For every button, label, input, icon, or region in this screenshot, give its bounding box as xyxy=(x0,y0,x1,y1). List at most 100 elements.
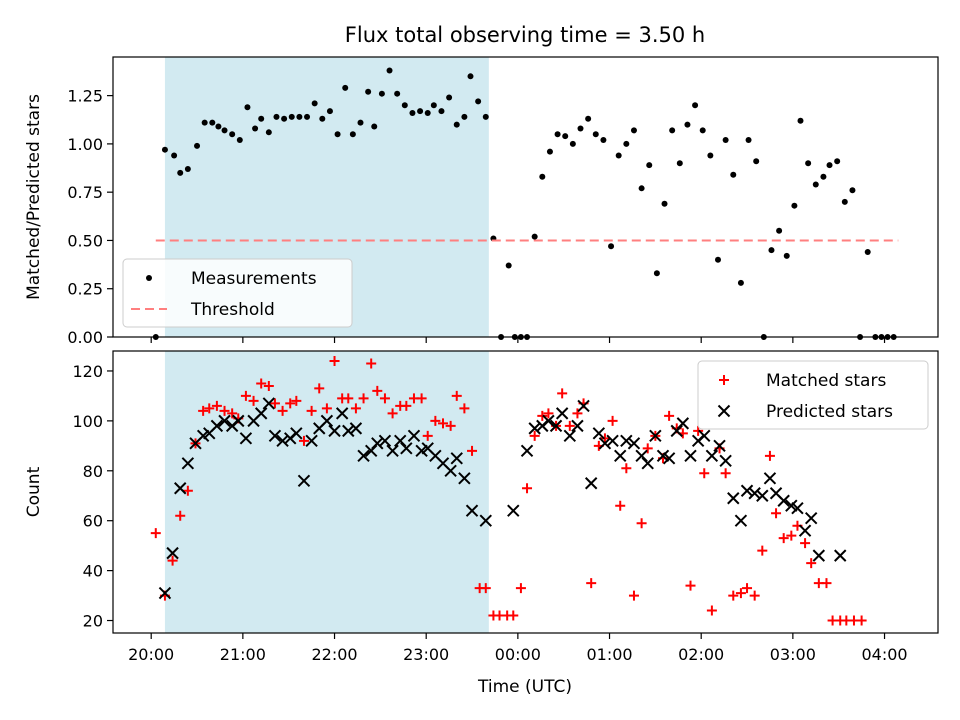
predicted-star-point xyxy=(641,457,654,470)
measurement-point xyxy=(753,158,760,165)
predicted-star-point xyxy=(542,414,555,428)
measurement-point xyxy=(430,102,437,109)
predicted-star-point xyxy=(386,444,399,458)
measurement-point xyxy=(288,113,295,120)
matched-star-point xyxy=(314,383,325,394)
matched-star-point xyxy=(182,485,193,496)
matched-star-point xyxy=(806,558,817,569)
matched-star-point xyxy=(786,530,797,541)
matched-star-point xyxy=(350,403,361,414)
matched-star-point xyxy=(204,403,215,414)
measurement-point xyxy=(482,113,489,120)
measurement-point xyxy=(424,110,431,116)
measurement-point xyxy=(600,137,607,144)
matched-star-point xyxy=(256,378,267,389)
predicted-star-point xyxy=(232,414,245,428)
matched-star-point xyxy=(167,555,178,566)
measurement-point xyxy=(834,158,841,165)
matched-star-point xyxy=(586,578,597,589)
measurement-point xyxy=(409,110,416,116)
measurement-point xyxy=(505,262,512,269)
measurement-point xyxy=(386,67,393,74)
matched-star-point xyxy=(430,415,441,426)
measurement-point xyxy=(215,123,222,130)
measurement-point xyxy=(194,142,201,149)
bottom-x-tick-label: 03:00 xyxy=(770,645,816,664)
predicted-star-point xyxy=(349,422,363,435)
measurement-point xyxy=(562,133,569,140)
measurement-point xyxy=(684,121,691,128)
legend-predicted-swatch xyxy=(717,404,731,418)
measurement-point xyxy=(797,117,804,124)
measurement-point xyxy=(638,185,645,192)
predicted-star-point xyxy=(727,492,740,505)
matched-star-point xyxy=(664,410,675,421)
bottom-axes-frame xyxy=(112,350,939,634)
matched-star-point xyxy=(800,538,811,549)
bottom-x-tick-label: 01:00 xyxy=(586,645,632,664)
matched-star-point xyxy=(742,583,753,594)
predicted-star-point xyxy=(378,434,392,448)
bottom-x-tick-label: 02:00 xyxy=(678,645,724,664)
legend-measurements-swatch xyxy=(146,275,152,281)
matched-star-point xyxy=(764,450,775,461)
predicted-star-point xyxy=(465,504,479,517)
measurement-point xyxy=(646,162,653,169)
measurement-point xyxy=(676,160,683,167)
matched-star-point xyxy=(557,388,568,399)
measurement-point xyxy=(745,137,752,144)
predicted-star-point xyxy=(763,472,777,485)
measurement-point xyxy=(692,102,699,109)
matched-star-point xyxy=(856,615,867,626)
measurement-point xyxy=(849,187,856,194)
top-y-tick-label: 0.75 xyxy=(67,183,103,202)
matched-star-point xyxy=(219,405,230,416)
measurement-point xyxy=(608,243,615,250)
measurement-point xyxy=(371,123,378,130)
bottom-x-tick-label: 20:00 xyxy=(128,645,174,664)
measurement-point xyxy=(737,279,744,286)
predicted-star-point xyxy=(834,549,847,562)
predicted-star-point xyxy=(719,454,732,468)
measurement-point xyxy=(461,113,468,120)
bottom-x-tick-label: 21:00 xyxy=(220,645,266,664)
measurement-point xyxy=(776,227,783,234)
measurement-point xyxy=(841,198,848,205)
matched-star-point xyxy=(621,463,632,474)
top-legend-box xyxy=(122,258,353,328)
measurement-point xyxy=(281,115,288,122)
measurement-point xyxy=(438,108,445,115)
measurement-point xyxy=(258,115,265,122)
predicted-star-point xyxy=(450,452,463,465)
predicted-star-point xyxy=(297,474,311,487)
matched-star-point xyxy=(291,395,302,406)
measurement-point xyxy=(446,94,453,101)
matched-star-point xyxy=(451,390,462,401)
matched-star-point xyxy=(387,408,398,419)
predicted-star-point xyxy=(174,482,187,495)
predicted-star-point xyxy=(239,432,253,445)
predicted-star-point xyxy=(400,442,413,455)
top-panel: 0.00 0.25 0.50 0.75 1.00 1.25 Measurements Thre… xyxy=(67,56,939,347)
measurement-point xyxy=(209,119,216,126)
predicted-star-point xyxy=(507,504,520,517)
predicted-star-point xyxy=(756,489,769,502)
measurement-point xyxy=(569,140,576,147)
measurement-point xyxy=(812,181,819,188)
predicted-star-point xyxy=(684,449,697,463)
predicted-star-point xyxy=(598,437,612,450)
measurement-point xyxy=(357,119,364,126)
top-y-tick-label: 0.00 xyxy=(67,328,103,347)
matched-star-point xyxy=(306,405,317,416)
matched-star-point xyxy=(522,483,533,494)
measurement-point xyxy=(417,108,424,115)
matched-star-point xyxy=(537,410,548,421)
measurement-point xyxy=(715,256,721,263)
measurement-point xyxy=(296,113,303,120)
matched-star-point xyxy=(628,590,639,601)
top-y-tick-label: 0.25 xyxy=(67,280,103,299)
matched-star-point xyxy=(728,590,739,601)
matched-star-point xyxy=(615,500,626,511)
matched-star-point xyxy=(198,405,209,416)
